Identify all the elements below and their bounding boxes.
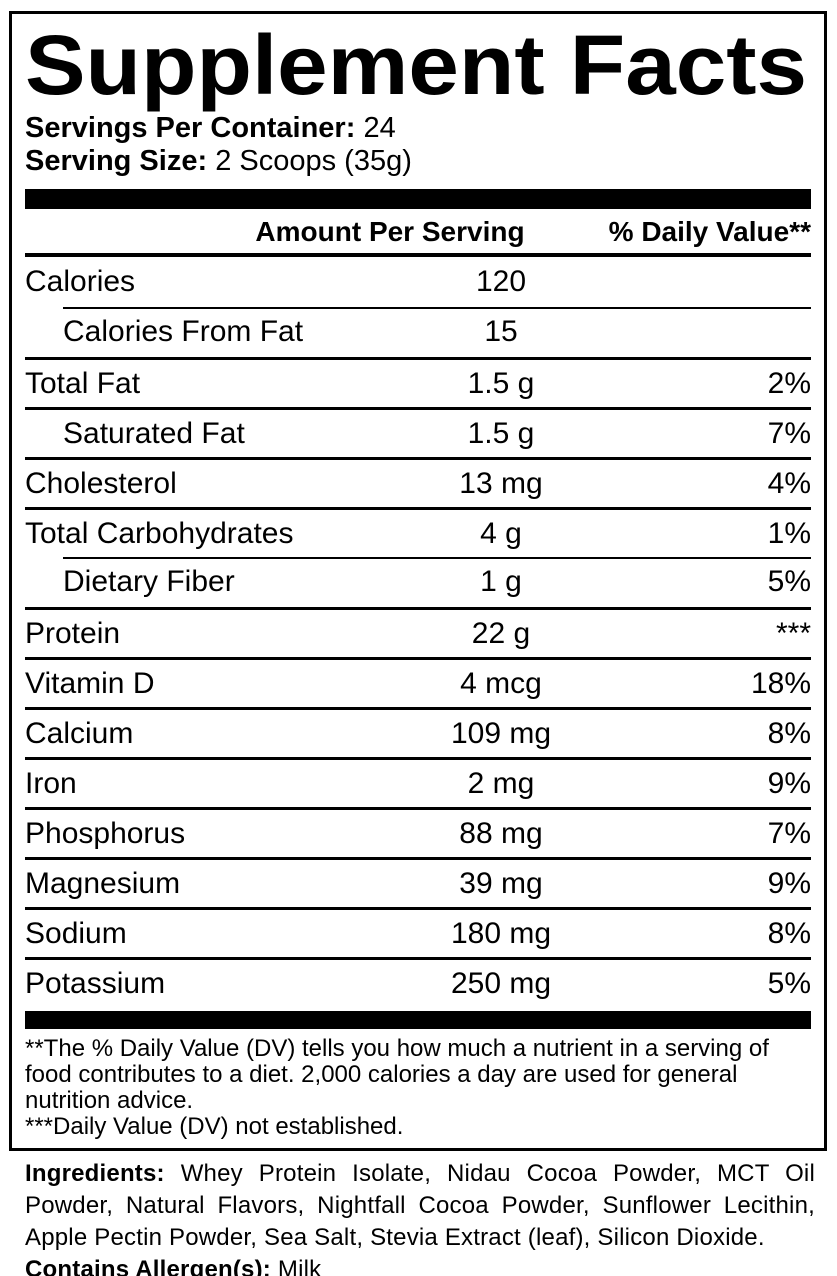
- table-row: Total Fat 1.5 g 2%: [25, 357, 811, 407]
- nutrient-daily-value: 8%: [767, 916, 811, 950]
- nutrient-daily-value: 4%: [767, 466, 811, 500]
- nutrient-name: Total Carbohydrates: [25, 516, 294, 550]
- nutrient-amount: 1.5 g: [467, 416, 535, 450]
- table-row: Sodium 180 mg 8%: [25, 907, 811, 957]
- table-row: Cholesterol 13 mg 4%: [25, 457, 811, 507]
- nutrient-daily-value: ***: [775, 616, 811, 650]
- not-established-footnote: ***Daily Value (DV) not established.: [25, 1113, 404, 1140]
- nutrient-name: Protein: [25, 616, 121, 650]
- table-row: Saturated Fat 1.5 g 7%: [25, 407, 811, 457]
- nutrient-daily-value: 7%: [767, 416, 811, 450]
- nutrient-amount: 88 mg: [459, 816, 543, 850]
- allergen-value: Milk: [277, 1256, 322, 1276]
- serving-size-line: Serving Size: 2 Scoops (35g): [25, 145, 811, 178]
- divider-bar-top: [25, 189, 811, 209]
- nutrient-amount: 4 g: [480, 516, 522, 550]
- nutrient-name: Magnesium: [25, 866, 181, 900]
- column-header-amount: Amount Per Serving: [255, 216, 525, 247]
- nutrient-amount: 22 g: [471, 616, 531, 650]
- nutrient-amount: 180 mg: [450, 916, 552, 950]
- nutrient-name: Calories From Fat: [63, 315, 304, 348]
- table-row: Calories From Fat 15: [25, 307, 811, 357]
- nutrient-amount: 250 mg: [450, 966, 552, 1000]
- table-row: Potassium 250 mg 5%: [25, 957, 811, 1007]
- footnotes: **The % Daily Value (DV) tells you how m…: [25, 1036, 811, 1140]
- nutrient-daily-value: 5%: [767, 966, 811, 1000]
- nutrient-amount: 13 mg: [459, 466, 543, 500]
- table-row: Phosphorus 88 mg 7%: [25, 807, 811, 857]
- ingredients-label: Ingredients:: [25, 1160, 165, 1187]
- nutrient-amount: 1 g: [480, 565, 522, 598]
- nutrient-name: Total Fat: [25, 366, 141, 400]
- nutrient-name: Iron: [25, 766, 77, 800]
- nutrient-amount: 4 mcg: [460, 666, 542, 700]
- table-row: Calories 120: [25, 257, 811, 307]
- table-row: Vitamin D 4 mcg 18%: [25, 657, 811, 707]
- nutrient-daily-value: 9%: [767, 766, 811, 800]
- nutrient-name: Sodium: [25, 916, 127, 950]
- nutrient-name: Calcium: [25, 716, 134, 750]
- table-row: Dietary Fiber 1 g 5%: [25, 557, 811, 607]
- table-row: Magnesium 39 mg 9%: [25, 857, 811, 907]
- nutrient-amount: 109 mg: [450, 716, 552, 750]
- panel-title: Supplement Facts: [25, 22, 807, 112]
- nutrient-amount: 39 mg: [459, 866, 543, 900]
- allergen-line: Contains Allergen(s): Milk: [25, 1254, 815, 1276]
- servings-per-container-label: Servings Per Container:: [25, 112, 356, 144]
- nutrient-name: Saturated Fat: [63, 416, 245, 450]
- nutrient-daily-value: 18%: [750, 666, 811, 700]
- ingredients-list: Whey Protein Isolate, Nidau Cocoa Powder…: [25, 1160, 815, 1251]
- nutrient-name: Cholesterol: [25, 466, 177, 500]
- nutrient-amount: 120: [475, 265, 527, 298]
- allergen-label: Contains Allergen(s):: [25, 1256, 271, 1276]
- nutrient-amount: 1.5 g: [467, 366, 535, 400]
- divider-bar-bottom: [25, 1011, 811, 1029]
- nutrient-name: Calories: [25, 265, 136, 298]
- nutrient-amount: 2 mg: [467, 766, 535, 800]
- ingredients-paragraph: Ingredients: Whey Protein Isolate, Nidau…: [25, 1158, 815, 1254]
- nutrient-daily-value: 7%: [767, 816, 811, 850]
- servings-per-container-value: 24: [363, 112, 396, 144]
- table-row: Total Carbohydrates 4 g 1%: [25, 507, 811, 557]
- nutrient-daily-value: 8%: [767, 716, 811, 750]
- table-row: Iron 2 mg 9%: [25, 757, 811, 807]
- nutrient-name: Phosphorus: [25, 816, 186, 850]
- panel-title-graphic: Supplement Facts: [25, 22, 807, 112]
- nutrient-daily-value: 2%: [767, 366, 811, 400]
- nutrient-amount: 15: [484, 315, 518, 348]
- nutrient-daily-value: 5%: [767, 565, 811, 598]
- serving-size-label: Serving Size:: [25, 145, 208, 177]
- table-header-row: Amount Per Serving % Daily Value**: [25, 209, 811, 257]
- nutrient-name: Vitamin D: [25, 666, 155, 700]
- table-row: Protein 22 g ***: [25, 607, 811, 657]
- column-header-daily-value: % Daily Value**: [608, 216, 811, 247]
- servings-per-container-line: Servings Per Container: 24: [25, 112, 811, 145]
- nutrient-name: Dietary Fiber: [63, 565, 235, 598]
- nutrient-daily-value: 1%: [767, 516, 811, 550]
- daily-value-footnote: **The % Daily Value (DV) tells you how m…: [25, 1035, 769, 1114]
- ingredients-section: Ingredients: Whey Protein Isolate, Nidau…: [25, 1158, 815, 1276]
- facts-panel: Supplement Facts Servings Per Container:…: [9, 11, 827, 1151]
- nutrient-table: Calories 120 Calories From Fat 15 Total …: [25, 257, 811, 1007]
- serving-size-value: 2 Scoops (35g): [215, 145, 412, 177]
- nutrient-daily-value: 9%: [767, 866, 811, 900]
- nutrient-name: Potassium: [25, 966, 166, 1000]
- table-row: Calcium 109 mg 8%: [25, 707, 811, 757]
